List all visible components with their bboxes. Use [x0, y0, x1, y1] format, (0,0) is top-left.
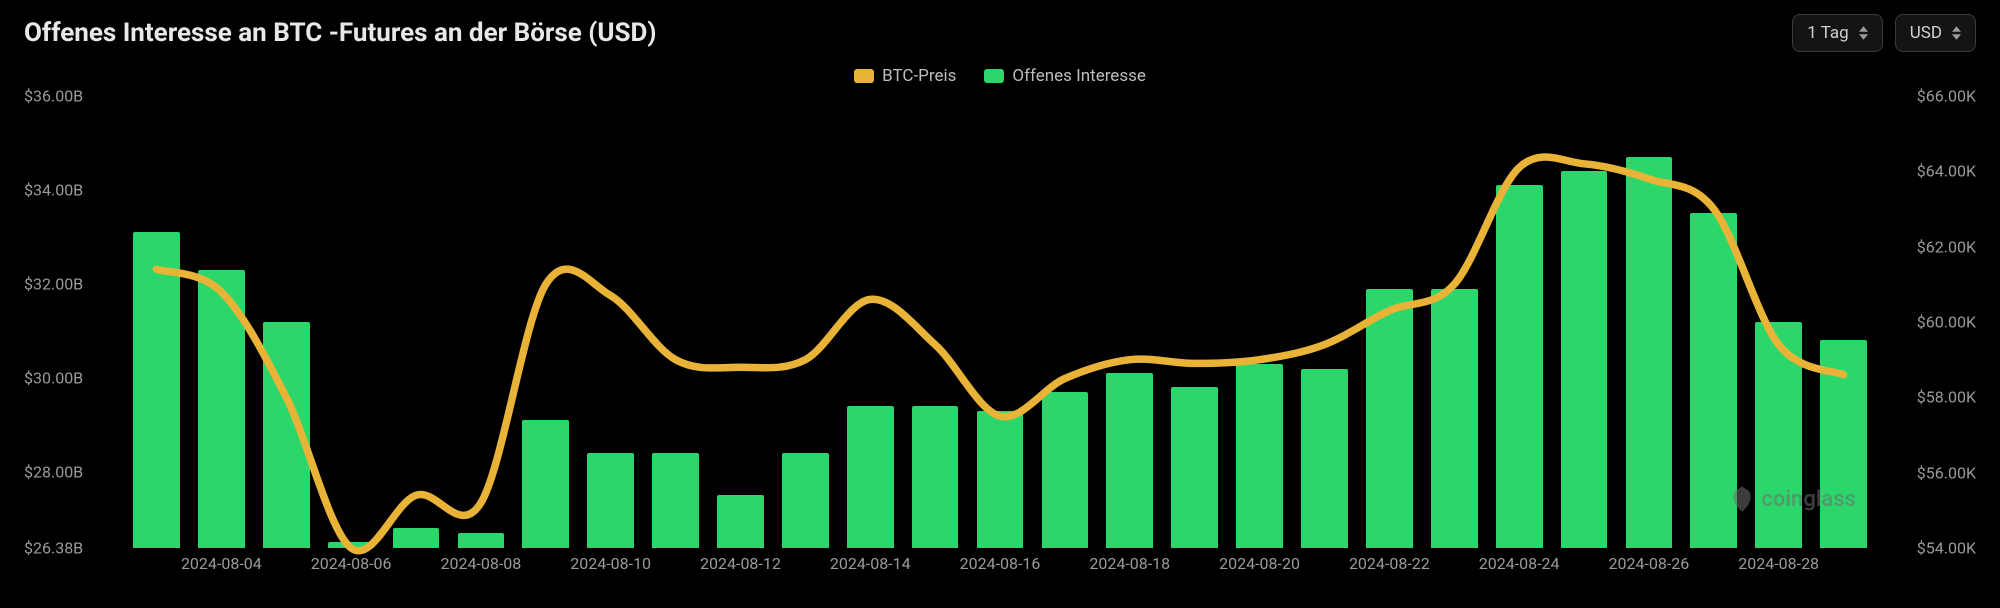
updown-icon	[1952, 26, 1961, 40]
watermark-text: coinglass	[1761, 487, 1856, 512]
page-title: Offenes Interesse an BTC -Futures an der…	[24, 18, 657, 48]
y-left-tick: $30.00B	[24, 368, 83, 387]
x-tick: 2024-08-10	[570, 554, 651, 573]
x-tick: 2024-08-28	[1738, 554, 1819, 573]
legend-swatch-oi	[984, 69, 1004, 83]
y-left-tick: $34.00B	[24, 180, 83, 199]
legend-swatch-price	[854, 69, 874, 83]
y-left-tick: $36.00B	[24, 87, 83, 106]
timeframe-select[interactable]: 1 Tag	[1792, 14, 1882, 52]
currency-label: USD	[1910, 23, 1942, 43]
y-right-tick: $58.00K	[1917, 388, 1976, 407]
chart-plot[interactable]	[124, 96, 1876, 548]
x-tick: 2024-08-24	[1479, 554, 1560, 573]
currency-select[interactable]: USD	[1895, 14, 1976, 52]
y-left-tick: $26.38B	[24, 539, 83, 558]
y-right-tick: $64.00K	[1917, 162, 1976, 181]
y-axis-right: $54.00K$56.00K$58.00K$60.00K$62.00K$64.0…	[1880, 96, 1976, 548]
y-right-tick: $60.00K	[1917, 313, 1976, 332]
legend-item-open-interest[interactable]: Offenes Interesse	[984, 66, 1146, 86]
y-axis-left: $26.38B$28.00B$30.00B$32.00B$34.00B$36.0…	[24, 96, 120, 548]
y-right-tick: $62.00K	[1917, 237, 1976, 256]
timeframe-label: 1 Tag	[1807, 23, 1848, 43]
x-tick: 2024-08-22	[1349, 554, 1430, 573]
x-tick: 2024-08-16	[960, 554, 1041, 573]
x-tick: 2024-08-14	[830, 554, 911, 573]
coinglass-logo-icon	[1731, 486, 1753, 512]
price-line	[124, 96, 1876, 548]
x-tick: 2024-08-08	[440, 554, 521, 573]
x-tick: 2024-08-04	[181, 554, 262, 573]
y-right-tick: $56.00K	[1917, 463, 1976, 482]
x-tick: 2024-08-20	[1219, 554, 1300, 573]
y-left-tick: $32.00B	[24, 274, 83, 293]
y-right-tick: $66.00K	[1917, 87, 1976, 106]
chart-controls: 1 Tag USD	[1792, 14, 1976, 52]
y-right-tick: $54.00K	[1917, 539, 1976, 558]
watermark: coinglass	[1731, 486, 1856, 512]
x-axis: 2024-08-04 2024-08-06 2024-08-08 2024-08-10…	[124, 548, 1876, 588]
x-tick: 2024-08-18	[1089, 554, 1170, 573]
y-left-tick: $28.00B	[24, 462, 83, 481]
updown-icon	[1859, 26, 1868, 40]
legend-label-oi: Offenes Interesse	[1012, 66, 1146, 86]
legend-label-price: BTC-Preis	[882, 66, 956, 86]
chart-area: $26.38B$28.00B$30.00B$32.00B$34.00B$36.0…	[24, 96, 1976, 588]
x-tick: 2024-08-06	[311, 554, 392, 573]
legend-item-price[interactable]: BTC-Preis	[854, 66, 956, 86]
chart-legend: BTC-Preis Offenes Interesse	[0, 66, 2000, 86]
x-tick: 2024-08-12	[700, 554, 781, 573]
x-tick: 2024-08-26	[1608, 554, 1689, 573]
